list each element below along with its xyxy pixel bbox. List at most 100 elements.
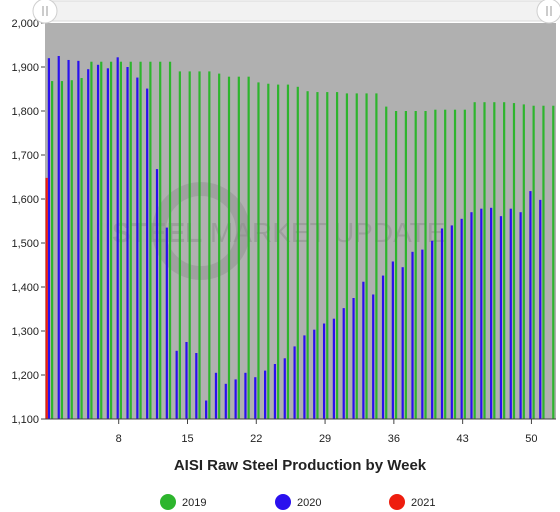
bar-2019-week-14 (178, 71, 181, 420)
bar-2020-week-37 (401, 267, 404, 419)
bar-2019-week-47 (503, 102, 506, 419)
x-tick-label: 15 (181, 433, 193, 445)
bar-2019-week-15 (188, 71, 191, 420)
legend-item-2019[interactable]: 2019 (160, 494, 206, 510)
bar-2019-week-35 (385, 106, 388, 419)
bar-2019-week-37 (404, 111, 407, 419)
bar-2019-week-33 (365, 93, 368, 420)
y-tick-label: 1,400 (11, 282, 39, 294)
navigator-scrollbar[interactable] (32, 0, 560, 24)
bars (45, 56, 555, 420)
bar-2020-week-22 (254, 377, 257, 419)
bar-2020-week-30 (332, 318, 335, 419)
bar-2019-week-31 (345, 93, 349, 420)
bar-2020-week-25 (283, 358, 286, 419)
y-tick-label: 1,700 (11, 150, 39, 162)
scrollbar-track[interactable] (44, 0, 556, 22)
bar-2019-week-16 (198, 71, 201, 420)
bar-2019-week-28 (316, 92, 319, 419)
bar-2020-week-48 (509, 208, 512, 419)
bar-2020-week-38 (411, 251, 414, 419)
bar-2019-week-18 (218, 73, 221, 419)
bar-2020-week-21 (244, 372, 247, 419)
y-tick-label: 2,000 (11, 18, 39, 30)
bar-2020-week-10 (136, 77, 139, 419)
bar-2019-week-24 (277, 84, 280, 419)
bar-2020-week-49 (519, 212, 522, 419)
bar-2020-week-4 (77, 60, 80, 420)
bar-2020-week-19 (224, 383, 227, 419)
bar-2020-week-33 (362, 281, 365, 419)
bar-2021-week-1 (45, 177, 48, 419)
legend-label: 2019 (182, 497, 206, 509)
bar-2020-week-20 (234, 379, 237, 419)
bar-2020-week-27 (303, 335, 306, 419)
bar-2019-week-36 (394, 111, 398, 419)
bar-2020-week-46 (490, 207, 493, 419)
legend-label: 2021 (411, 497, 435, 509)
chart-title: AISI Raw Steel Production by Week (174, 457, 427, 474)
bar-2020-week-44 (470, 212, 473, 419)
legend-item-2021[interactable]: 2021 (389, 494, 435, 510)
bar-2019-week-22 (257, 82, 260, 420)
bar-2020-week-11 (146, 88, 149, 419)
bar-2019-week-30 (335, 92, 339, 419)
legend-marker (275, 494, 291, 510)
bar-2020-week-3 (67, 59, 70, 420)
x-tick-label: 8 (116, 433, 122, 445)
y-tick-label: 1,300 (11, 326, 39, 338)
legend-marker (160, 494, 176, 510)
bar-2020-week-12 (155, 169, 159, 419)
legend: 2019 2020 2021 (160, 494, 435, 510)
bar-2020-week-50 (529, 191, 532, 419)
bar-2020-week-47 (499, 216, 503, 419)
bar-2020-week-6 (96, 64, 100, 420)
y-tick-label: 1,800 (11, 106, 39, 118)
bar-2019-week-10 (139, 61, 142, 419)
bar-2020-week-28 (313, 329, 316, 419)
legend-label: 2020 (297, 497, 321, 509)
bar-2019-week-2 (60, 81, 64, 419)
x-tick-label: 29 (319, 433, 331, 445)
bar-2019-week-23 (267, 83, 270, 419)
bar-2019-week-21 (247, 76, 250, 420)
bar-2020-week-5 (87, 69, 90, 419)
bar-2019-week-42 (453, 109, 457, 420)
bar-2019-week-27 (306, 91, 309, 419)
bar-2020-week-14 (175, 350, 178, 419)
y-axis: 1,100 1,200 1,300 1,400 1,500 1,600 1,700 1,800… (11, 18, 45, 426)
bar-2019-week-50 (532, 105, 535, 419)
bar-2019-week-19 (227, 76, 231, 420)
bar-2019-week-9 (129, 61, 132, 419)
bar-2019-week-4 (80, 78, 83, 419)
bar-2019-week-34 (375, 93, 378, 420)
bar-2019-week-41 (444, 109, 447, 420)
x-axis: 8 15 22 29 36 43 50 (116, 419, 538, 445)
bar-2020-week-7 (106, 68, 109, 419)
bar-2019-week-20 (237, 76, 240, 420)
bar-2020-week-34 (372, 294, 375, 419)
y-tick-label: 1,500 (11, 238, 39, 250)
bar-2019-week-39 (424, 111, 427, 419)
scroll-handle-right[interactable] (536, 0, 560, 24)
bar-2020-week-26 (293, 346, 296, 419)
bar-2020-week-42 (450, 225, 453, 419)
bar-2020-week-40 (431, 240, 434, 419)
bar-2020-week-24 (273, 364, 277, 419)
scroll-handle-left[interactable] (32, 0, 58, 24)
bar-2020-week-41 (440, 228, 444, 419)
y-tick-label: 1,100 (11, 414, 39, 426)
bar-2019-week-17 (208, 71, 211, 420)
bar-2019-week-48 (512, 103, 516, 419)
bar-2019-week-13 (168, 61, 172, 419)
bar-2020-week-39 (421, 249, 424, 419)
bar-2019-week-25 (286, 84, 290, 419)
bar-2019-week-8 (119, 61, 122, 419)
bar-2020-week-23 (264, 370, 267, 419)
bar-2020-week-51 (539, 199, 542, 419)
bar-2020-week-35 (381, 275, 385, 419)
bar-2020-week-2 (57, 56, 60, 419)
bar-2020-week-15 (185, 342, 188, 419)
x-tick-label: 36 (388, 433, 400, 445)
legend-item-2020[interactable]: 2020 (275, 494, 321, 510)
